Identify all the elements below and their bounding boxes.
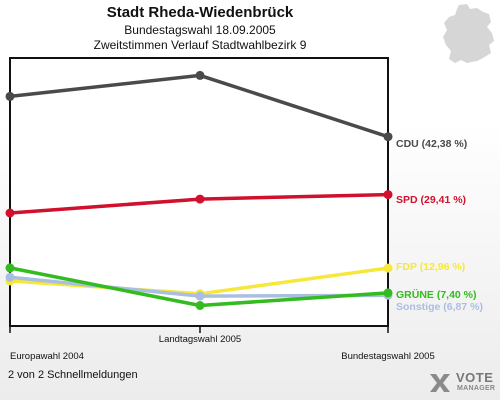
x-tick-label: Landtagswahl 2005 — [159, 334, 241, 345]
vote-manager-logo: VOTE MANAGER — [426, 368, 498, 398]
data-point-gruene — [5, 263, 15, 273]
chart-title: Stadt Rheda-Wiedenbrück — [106, 4, 294, 21]
data-point-cdu — [383, 132, 393, 142]
data-point-gruene — [195, 301, 205, 310]
data-point-sonstige — [5, 272, 15, 282]
series-cdu — [5, 70, 393, 142]
germany-map-icon — [443, 4, 494, 63]
vote-check-icon — [430, 374, 450, 392]
end-label-spd: SPD (29,41 %) — [396, 194, 466, 206]
data-point-spd — [195, 194, 205, 204]
logo-word-manager: MANAGER — [457, 385, 496, 392]
data-point-sonstige — [195, 291, 205, 301]
data-point-cdu — [195, 70, 205, 80]
chart-subtitle-detail: Zweitstimmen Verlauf Stadtwahlbezirk 9 — [93, 38, 307, 52]
series-gruene — [5, 263, 393, 310]
data-point-cdu — [5, 91, 15, 101]
footer-status: 2 von 2 Schnellmeldungen — [8, 369, 138, 381]
data-point-fdp — [383, 263, 393, 273]
data-point-spd — [383, 190, 393, 200]
end-label-gruene: GRÜNE (7,40 %) — [396, 288, 477, 301]
series-spd — [5, 190, 393, 218]
end-label-fdp: FDP (12,96 %) — [396, 261, 465, 273]
end-label-sonstige: Sonstige (6,87 %) — [396, 301, 483, 313]
data-point-gruene — [383, 288, 393, 298]
logo-word-vote: VOTE — [456, 370, 494, 385]
x-tick-label: Bundestagswahl 2005 — [341, 351, 435, 362]
x-tick-label: Europawahl 2004 — [10, 351, 84, 362]
data-point-spd — [5, 208, 15, 218]
chart-subtitle: Bundestagswahl 18.09.2005 — [124, 23, 276, 37]
germany-map-shape — [443, 4, 494, 63]
end-label-cdu: CDU (42,38 %) — [396, 138, 467, 150]
